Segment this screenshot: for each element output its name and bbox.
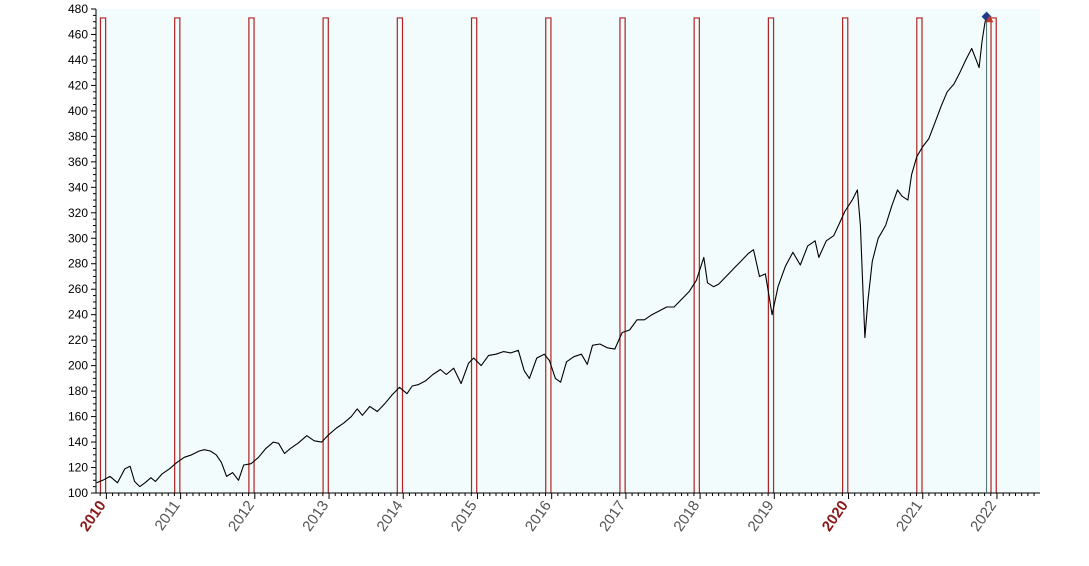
y-tick-label: 200: [68, 359, 88, 373]
y-tick-label: 400: [68, 104, 88, 118]
y-tick-label: 100: [68, 486, 88, 500]
x-tick-label: 2022: [967, 498, 1000, 535]
seasonal-window-9: [693, 17, 700, 493]
x-axis: 2010 2011 2012 2013 2014 2015 2016 2017 2018 2019…: [77, 492, 1040, 535]
x-tick-label: 2010: [77, 498, 110, 535]
x-tick-label: 2011: [151, 498, 183, 534]
triangle-marker: [985, 15, 994, 23]
price-line-1: [96, 17, 988, 488]
y-tick-label: 460: [68, 27, 88, 41]
y-tick-label: 240: [68, 308, 88, 322]
x-tick-label: 2021: [893, 498, 926, 535]
y-tick-label: 480: [68, 2, 88, 16]
y-tick-label: 360: [68, 155, 88, 169]
plot-background: [96, 9, 1040, 493]
seasonal-window-11: [841, 17, 849, 493]
x-tick-label: 2016: [522, 498, 555, 535]
seasonal-window-2: [174, 17, 181, 493]
y-tick-label: 180: [68, 384, 88, 398]
series-group: [96, 17, 988, 493]
seasonal-window-5: [396, 17, 404, 493]
y-tick-label: 300: [68, 231, 88, 245]
seasonal-window-8: [619, 17, 626, 493]
x-tick-label: 2017: [596, 498, 629, 535]
seasonal-windows: [99, 17, 997, 493]
y-tick-label: 440: [68, 53, 88, 67]
seasonal-window-10: [767, 17, 775, 493]
y-tick-label: 140: [68, 435, 88, 449]
y-axis: 100 120 140 160 180 200 220 240 260 280 300 320 340 3…: [68, 2, 97, 500]
x-tick-label: 2018: [670, 498, 703, 535]
x-tick-label: 2013: [299, 498, 332, 535]
end-markers: [981, 11, 994, 23]
seasonal-window-12: [916, 17, 923, 493]
y-tick-label: 380: [68, 129, 88, 143]
y-tick-label: 340: [68, 180, 88, 194]
seasonal-window-3: [248, 17, 255, 493]
seasonal-window-1: [99, 17, 107, 493]
y-tick-label: 260: [68, 282, 88, 296]
y-tick-label: 420: [68, 78, 88, 92]
x-tick-label: 2014: [373, 498, 406, 535]
y-tick-label: 320: [68, 206, 88, 220]
y-tick-label: 220: [68, 333, 88, 347]
x-tick-label: 2020: [819, 498, 852, 535]
x-tick-label: 2012: [225, 498, 258, 535]
x-tick-label: 2019: [745, 498, 778, 535]
seasonal-window-6: [470, 17, 478, 493]
y-tick-label: 280: [68, 257, 88, 271]
x-tick-label: 2015: [448, 498, 481, 535]
seasonal-window-4: [322, 17, 329, 493]
y-tick-label: 120: [68, 461, 88, 475]
seasonal-window-13: [990, 17, 997, 493]
seasonal-window-7: [545, 17, 552, 493]
y-tick-label: 160: [68, 410, 88, 424]
